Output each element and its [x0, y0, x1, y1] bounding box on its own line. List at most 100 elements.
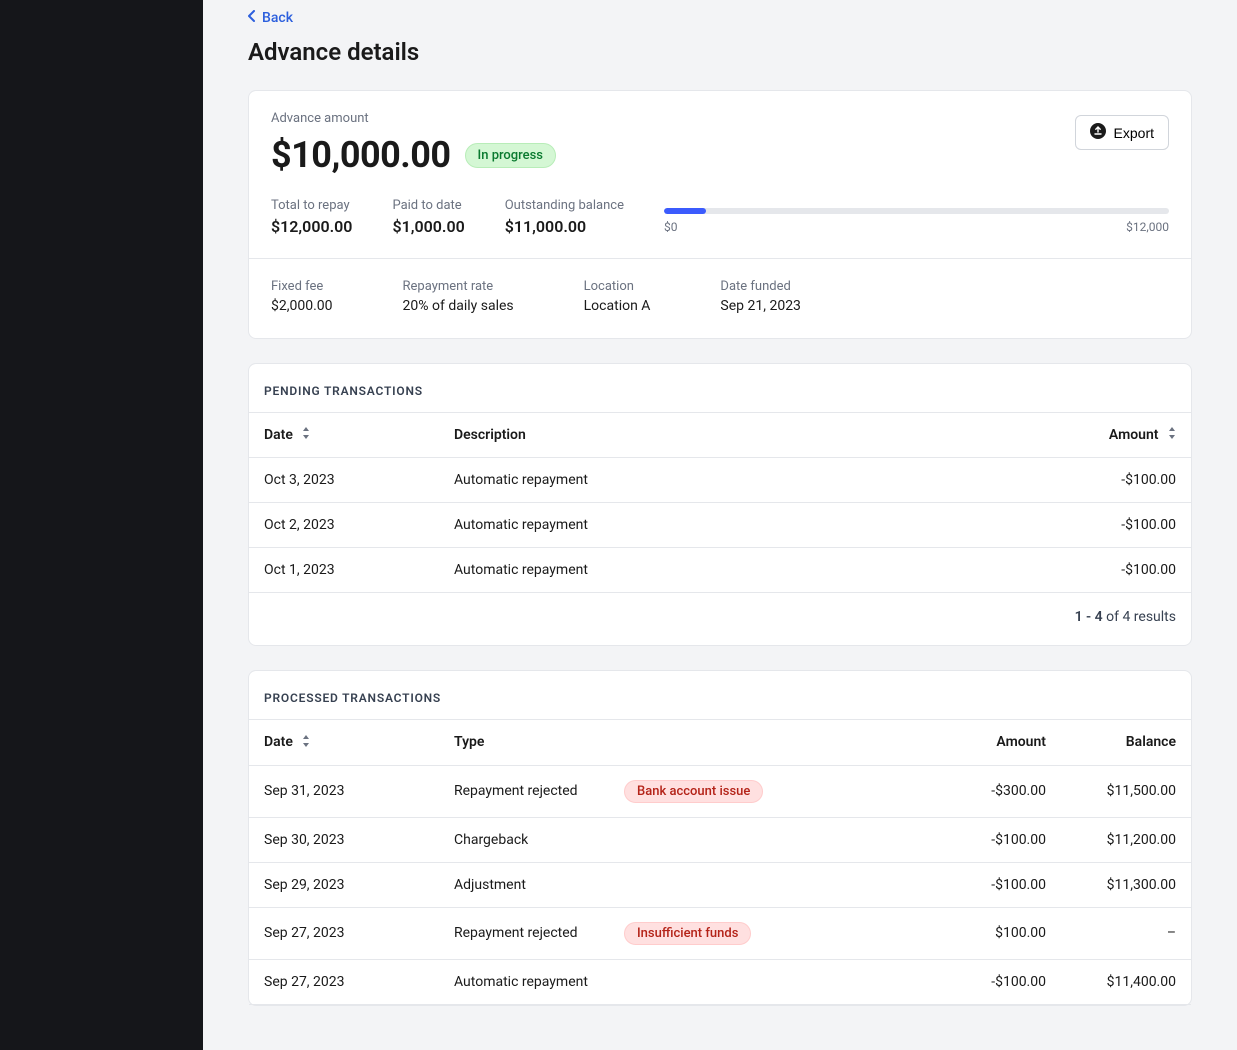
- meta-value: Location A: [584, 298, 651, 314]
- meta-label: Repayment rate: [403, 279, 514, 294]
- col-type[interactable]: Type: [439, 720, 609, 765]
- processed-title: PROCESSED TRANSACTIONS: [249, 671, 1191, 719]
- table-row[interactable]: Sep 31, 2023Repayment rejected Bank accou…: [249, 765, 1191, 817]
- progress-section: $0 $12,000: [664, 208, 1169, 236]
- col-desc-label: Description: [454, 427, 526, 443]
- meta-value: $2,000.00: [271, 298, 333, 314]
- stat-paid-to-date: Paid to date $1,000.00: [392, 198, 464, 236]
- col-amt-label: Amount: [996, 734, 1046, 750]
- cell-date: Oct 1, 2023: [249, 548, 439, 593]
- cell-amount: -$100.00: [941, 817, 1061, 862]
- col-reason: [609, 720, 941, 765]
- progress-min: $0: [664, 220, 678, 234]
- sidebar: [0, 0, 203, 1050]
- stat-outstanding: Outstanding balance $11,000.00: [505, 198, 624, 236]
- processed-table: Date Type Amount Balance Sep 31, 2023Rep…: [249, 719, 1191, 1004]
- cell-balance: $11,400.00: [1061, 959, 1191, 1004]
- main-content: Back Advance details Advance amount $10,…: [203, 0, 1237, 1050]
- cell-reason: [609, 862, 941, 907]
- cell-date: Sep 27, 2023: [249, 959, 439, 1004]
- cell-amount: -$300.00: [941, 765, 1061, 817]
- cell-balance: –: [1061, 907, 1191, 959]
- chevron-left-icon: [248, 10, 256, 26]
- cell-date: Sep 29, 2023: [249, 862, 439, 907]
- cell-date: Oct 2, 2023: [249, 503, 439, 548]
- meta-date-funded: Date funded Sep 21, 2023: [720, 279, 801, 314]
- pending-title: PENDING TRANSACTIONS: [249, 364, 1191, 412]
- cell-amount: -$100.00: [941, 862, 1061, 907]
- cell-reason: [609, 817, 941, 862]
- cell-amount: $100.00: [941, 907, 1061, 959]
- cell-date: Sep 31, 2023: [249, 765, 439, 817]
- cell-date: Sep 30, 2023: [249, 817, 439, 862]
- col-description[interactable]: Description: [439, 413, 1051, 458]
- cell-date: Oct 3, 2023: [249, 458, 439, 503]
- stat-value: $1,000.00: [392, 217, 464, 236]
- advance-amount: $10,000.00: [271, 134, 451, 176]
- reason-badge: Insufficient funds: [624, 922, 751, 945]
- pending-suffix: of 4 results: [1103, 609, 1176, 625]
- col-date-label: Date: [264, 734, 293, 750]
- meta-label: Fixed fee: [271, 279, 333, 294]
- col-date[interactable]: Date: [249, 413, 439, 458]
- table-row[interactable]: Sep 27, 2023Repayment rejected Insufficie…: [249, 907, 1191, 959]
- table-row[interactable]: Sep 29, 2023Adjustment-$100.00$11,300.00: [249, 862, 1191, 907]
- col-amount[interactable]: Amount: [941, 720, 1061, 765]
- pending-card: PENDING TRANSACTIONS Date Description Am…: [248, 363, 1192, 646]
- cell-balance: $11,500.00: [1061, 765, 1191, 817]
- reason-badge: Bank account issue: [624, 780, 763, 803]
- pending-footer: 1 - 4 of 4 results: [249, 593, 1191, 645]
- table-row[interactable]: Oct 2, 2023Automatic repayment-$100.00: [249, 503, 1191, 548]
- table-row[interactable]: Oct 3, 2023Automatic repayment-$100.00: [249, 458, 1191, 503]
- cell-amount: -$100.00: [1051, 458, 1191, 503]
- meta-fixed-fee: Fixed fee $2,000.00: [271, 279, 333, 314]
- cell-balance: $11,300.00: [1061, 862, 1191, 907]
- back-label: Back: [262, 10, 293, 26]
- export-button[interactable]: Export: [1075, 115, 1169, 150]
- cell-type: Automatic repayment: [439, 959, 609, 1004]
- export-label: Export: [1114, 125, 1154, 141]
- col-date[interactable]: Date: [249, 720, 439, 765]
- cell-reason: Insufficient funds: [609, 907, 941, 959]
- meta-value: Sep 21, 2023: [720, 298, 801, 314]
- stat-label: Total to repay: [271, 198, 352, 213]
- processed-card: PROCESSED TRANSACTIONS Date Type Amount …: [248, 670, 1192, 1005]
- sort-icon: [302, 427, 310, 443]
- cell-reason: [609, 959, 941, 1004]
- cell-type: Repayment rejected: [439, 765, 609, 817]
- stat-value: $12,000.00: [271, 217, 352, 236]
- stat-value: $11,000.00: [505, 217, 624, 236]
- status-badge: In progress: [465, 143, 556, 168]
- cell-description: Automatic repayment: [439, 458, 1051, 503]
- col-balance[interactable]: Balance: [1061, 720, 1191, 765]
- cell-date: Sep 27, 2023: [249, 907, 439, 959]
- col-date-label: Date: [264, 427, 293, 443]
- col-bal-label: Balance: [1126, 734, 1176, 750]
- cell-description: Automatic repayment: [439, 503, 1051, 548]
- table-row[interactable]: Sep 27, 2023Automatic repayment-$100.00$…: [249, 959, 1191, 1004]
- sort-icon: [1168, 427, 1176, 443]
- meta-location: Location Location A: [584, 279, 651, 314]
- col-amt-label: Amount: [1109, 427, 1159, 443]
- col-type-label: Type: [454, 734, 484, 750]
- meta-label: Date funded: [720, 279, 801, 294]
- col-amount[interactable]: Amount: [1051, 413, 1191, 458]
- cell-type: Chargeback: [439, 817, 609, 862]
- cell-description: Automatic repayment: [439, 548, 1051, 593]
- cell-amount: -$100.00: [1051, 548, 1191, 593]
- pending-table: Date Description Amount Oct 3, 2023Autom…: [249, 412, 1191, 593]
- cell-amount: -$100.00: [1051, 503, 1191, 548]
- table-row[interactable]: Sep 30, 2023Chargeback -$100.00$11,200.00: [249, 817, 1191, 862]
- stat-total-to-repay: Total to repay $12,000.00: [271, 198, 352, 236]
- page-title: Advance details: [248, 38, 1192, 66]
- export-icon: [1090, 123, 1106, 142]
- cell-reason: Bank account issue: [609, 765, 941, 817]
- progress-bar: [664, 208, 1169, 214]
- cell-type: Repayment rejected: [439, 907, 609, 959]
- table-row[interactable]: Oct 1, 2023Automatic repayment-$100.00: [249, 548, 1191, 593]
- back-link[interactable]: Back: [248, 10, 293, 26]
- amount-label: Advance amount: [271, 111, 556, 126]
- meta-repayment-rate: Repayment rate 20% of daily sales: [403, 279, 514, 314]
- cell-balance: $11,200.00: [1061, 817, 1191, 862]
- progress-fill: [664, 208, 706, 214]
